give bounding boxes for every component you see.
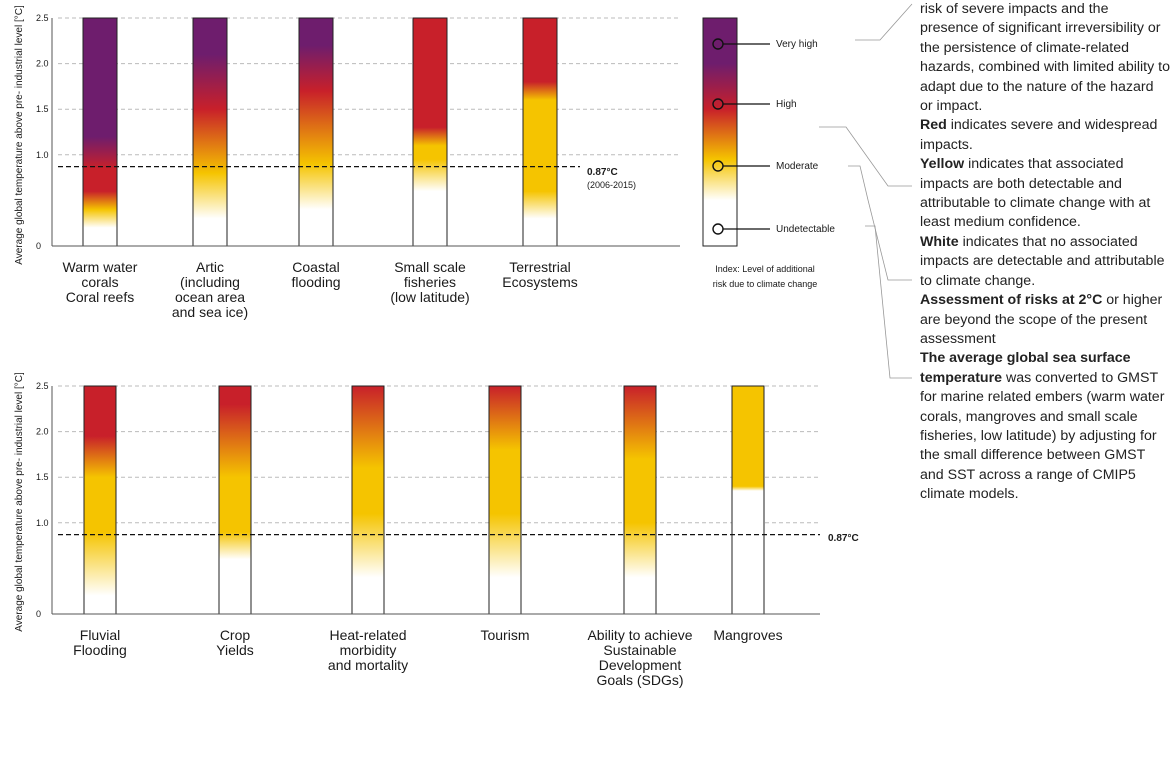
y-tick-label: 0 (36, 241, 41, 251)
category-label-coastal-flooding: Coastal (292, 259, 339, 275)
legend-label-high: High (776, 99, 797, 110)
category-label-warm-water-corals: Coral reefs (66, 289, 134, 305)
bottom-reference-label: 0.87°C (828, 533, 859, 544)
y-tick-label: 1.0 (36, 150, 49, 160)
explanation-assessment: Assessment of risks at 2°C or higher are… (920, 292, 1163, 347)
bottom-embers (58, 385, 820, 615)
category-label-terrestrial-ecosystems: Ecosystems (502, 274, 577, 290)
category-label-heat-related: and mortality (328, 657, 408, 673)
y-tick-label: 2.5 (36, 381, 49, 391)
ember-mangroves (731, 385, 765, 615)
explanation-sst: The average global sea surface temperatu… (920, 350, 1165, 503)
category-label-artic: ocean area (175, 289, 245, 305)
category-label-warm-water-corals: Warm water (63, 259, 138, 275)
ember-coastal-flooding (298, 17, 334, 247)
explanation-white: White indicates that no associated impac… (920, 233, 1165, 289)
category-label-artic: and sea ice) (172, 304, 248, 320)
category-label-sdgs: Sustainable (603, 642, 676, 658)
ember-tourism (488, 385, 522, 615)
legend-label-moderate: Moderate (776, 161, 819, 172)
category-label-heat-related: morbidity (340, 642, 397, 658)
risk-level-legend: Very high High Moderate Undetectable Index:… (702, 17, 835, 289)
ember-heat-related (351, 385, 385, 615)
legend-connectors (819, 3, 913, 379)
ember-warm-water-corals (82, 17, 118, 247)
top-panel: Average global temperature above pre- in… (14, 5, 680, 320)
explanation-yellow: Yellow indicates that associated impacts… (920, 156, 1151, 231)
ember-crop-yields (218, 385, 252, 615)
category-label-sdgs: Ability to achieve (587, 627, 692, 643)
category-label-fluvial-flooding: Fluvial (80, 627, 120, 643)
legend-label-undetectable: Undetectable (776, 224, 835, 235)
category-label-fluvial-flooding: Flooding (73, 642, 127, 658)
legend-ember (702, 17, 738, 247)
ember-sdgs (623, 385, 657, 615)
category-label-artic: (including (180, 274, 240, 290)
top-embers (58, 17, 580, 247)
category-label-heat-related: Heat-related (329, 627, 406, 643)
y-tick-label: 2.0 (36, 59, 49, 69)
category-label-terrestrial-ecosystems: Terrestrial (509, 259, 570, 275)
y-tick-label: 0 (36, 609, 41, 619)
y-tick-label: 2.0 (36, 427, 49, 437)
top-reference-label: 0.87°C (587, 167, 618, 178)
category-label-warm-water-corals: corals (81, 274, 118, 290)
category-label-artic: Artic (196, 259, 224, 275)
y-tick-label: 1.5 (36, 104, 49, 114)
ember-fluvial-flooding (83, 385, 117, 615)
bottom-y-ticks: 0 1.0 1.5 2.0 2.5 (36, 381, 49, 619)
top-y-ticks: 0 1.0 1.5 2.0 2.5 (36, 13, 49, 251)
ember-terrestrial-ecosystems (522, 17, 558, 247)
category-label-tourism: Tourism (480, 627, 529, 643)
top-reference-sublabel: (2006-2015) (587, 180, 636, 190)
category-label-coastal-flooding: flooding (291, 274, 340, 290)
legend-marker-undetectable (712, 223, 724, 235)
explanation-text: risk of severe impacts and the presence … (920, 0, 1170, 761)
category-label-crop-yields: Crop (220, 627, 251, 643)
y-tick-label: 2.5 (36, 13, 49, 23)
risk-ember-figure: Average global temperature above pre- in… (14, 3, 913, 688)
legend-caption-line-2: risk due to climate change (713, 279, 818, 289)
ember-artic (192, 17, 228, 247)
bottom-gridlines (51, 385, 820, 614)
legend-label-very-high: Very high (776, 39, 818, 50)
bottom-panel: Average global temperature above pre- in… (14, 372, 859, 688)
y-tick-label: 1.0 (36, 518, 49, 528)
category-label-small-scale-fisheries: fisheries (404, 274, 456, 290)
explanation-very-high: risk of severe impacts and the presence … (920, 1, 1170, 115)
ember-small-scale-fisheries (412, 17, 448, 247)
top-gridlines (51, 17, 680, 246)
y-tick-label: 1.5 (36, 472, 49, 482)
category-label-sdgs: Goals (SDGs) (596, 672, 683, 688)
category-label-crop-yields: Yields (216, 642, 254, 658)
category-label-mangroves: Mangroves (713, 627, 782, 643)
category-label-sdgs: Development (599, 657, 682, 673)
bottom-y-axis-label: Average global temperature above pre- in… (14, 372, 25, 632)
category-label-small-scale-fisheries: (low latitude) (390, 289, 469, 305)
category-label-small-scale-fisheries: Small scale (394, 259, 466, 275)
explanation-red: Red indicates severe and widespread impa… (920, 117, 1158, 153)
top-y-axis-label: Average global temperature above pre- in… (14, 5, 25, 265)
legend-caption-line-1: Index: Level of additional (715, 264, 815, 274)
